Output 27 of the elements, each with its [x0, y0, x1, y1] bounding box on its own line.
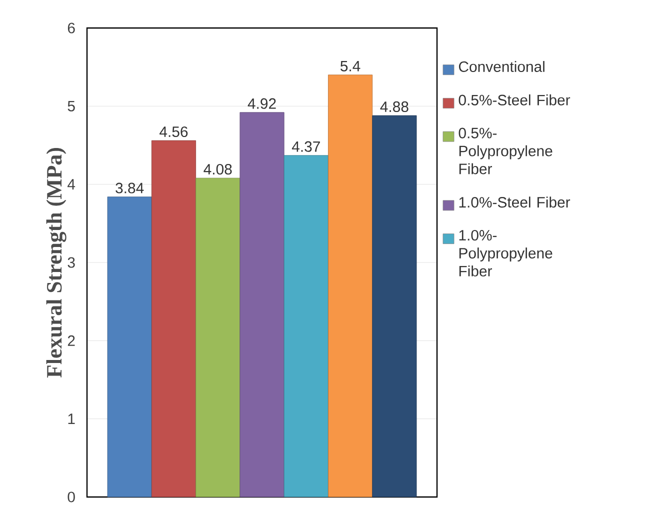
- legend-label: Conventional: [458, 61, 544, 72]
- bar: [240, 112, 284, 498]
- y-tick-label: 5: [68, 100, 75, 112]
- y-tick-label: 0: [68, 492, 75, 502]
- legend-label: 1.0%-Steel Fiber: [459, 196, 570, 208]
- y-tick-label: 6: [68, 22, 75, 34]
- y-tick-label: 2: [68, 335, 75, 346]
- legend-label: 0.5%-Polypropylene Fiber: [458, 128, 552, 174]
- data-label: 4.88: [380, 101, 408, 112]
- legend-label: 1.0%-Polypropylene Fiber: [459, 230, 552, 276]
- data-label: 4.37: [292, 141, 320, 152]
- bar: [284, 155, 328, 498]
- bar: [196, 178, 240, 498]
- data-label: 4.56: [160, 126, 188, 138]
- legend-label: 0.5%-Steel Fiber: [458, 94, 570, 106]
- data-label: 5.4: [340, 60, 360, 72]
- y-tick-label: 3: [68, 257, 75, 268]
- bar: [372, 115, 417, 498]
- y-tick-label: 4: [68, 179, 76, 190]
- data-label: 3.84: [116, 182, 144, 194]
- bar: [151, 140, 196, 498]
- data-label: 4.08: [204, 164, 232, 175]
- bar: [328, 74, 373, 498]
- y-tick-label: 1: [68, 414, 75, 424]
- y-axis-title: Flexural Strength (MPa): [46, 148, 66, 378]
- data-label: 4.92: [248, 98, 276, 109]
- bar: [107, 196, 152, 498]
